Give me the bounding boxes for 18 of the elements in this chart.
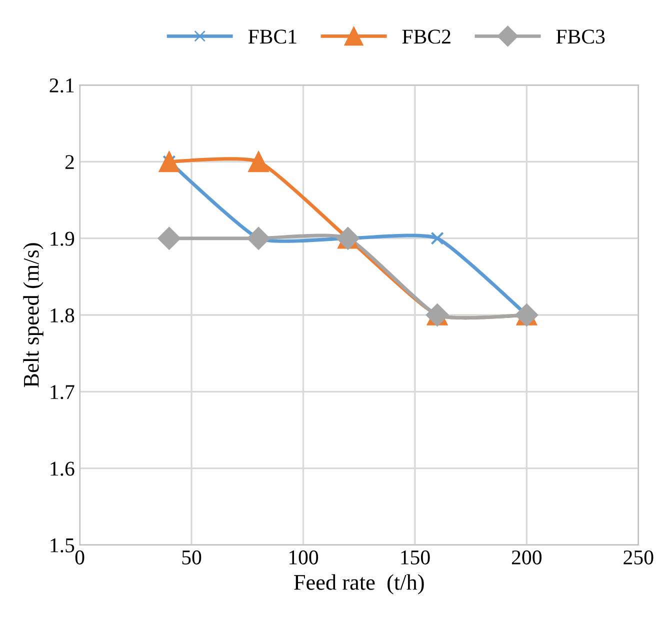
y-axis-title: Belt speed (m/s): [23, 243, 44, 388]
x-tick-label: 200: [512, 550, 542, 564]
x-tick-label: 0: [75, 550, 84, 564]
x-tick-label: 150: [401, 550, 430, 564]
x-tick-label: 100: [289, 550, 318, 564]
y-tick-label: 2.1: [50, 78, 74, 93]
y-tick-label: 2: [65, 155, 74, 169]
legend-label: FBC1: [248, 30, 296, 44]
x-tick-label: 50: [182, 550, 202, 564]
y-tick-label: 1.5: [50, 538, 74, 552]
x-axis-title: Feed rate (t/h): [294, 574, 424, 594]
y-tick-label: 1.7: [50, 385, 74, 400]
legend-label: FBC2: [402, 30, 450, 44]
x-tick-label: 250: [624, 550, 654, 564]
y-tick-label: 1.8: [50, 308, 74, 323]
legend-label: FBC3: [556, 30, 605, 44]
y-tick-label: 1.6: [50, 462, 74, 476]
y-tick-label: 1.9: [50, 232, 74, 246]
